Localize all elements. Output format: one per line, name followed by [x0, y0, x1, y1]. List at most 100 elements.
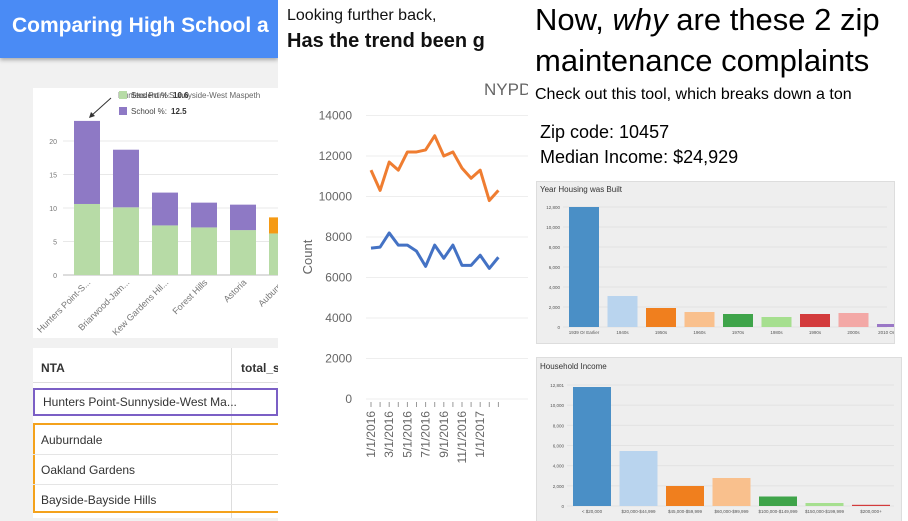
- bar: [646, 308, 676, 327]
- y-tick-label: 6,000: [549, 265, 561, 270]
- x-tick-label: 11/1/2016: [455, 411, 469, 464]
- x-tick-label: 1940s: [616, 330, 629, 335]
- y-tick-label: 5: [53, 240, 57, 247]
- subtext: Check out this tool, which breaks down a…: [535, 86, 852, 103]
- x-tick-label: 1980s: [770, 330, 783, 335]
- bar-segment: [230, 230, 256, 275]
- y-tick-label: 14000: [319, 109, 353, 123]
- x-tick-label: 2000s: [847, 330, 860, 335]
- y-axis-label: Count: [300, 239, 315, 274]
- heading-pre: Now,: [535, 2, 613, 37]
- table-header-row: NTA total_s: [33, 353, 278, 383]
- highlight-group: [33, 423, 278, 513]
- bar: [619, 451, 658, 506]
- x-tick-label: 1950s: [655, 330, 668, 335]
- legend-school-label: School %:: [131, 107, 167, 116]
- y-tick-label: 12,800: [546, 205, 560, 210]
- median-income-text: Median Income: $24,929: [540, 147, 739, 167]
- table-cell-nta: Bayside-Bayside Hills: [41, 493, 157, 507]
- y-tick-label: 0: [557, 325, 560, 330]
- panel-title: Has the trend been g: [287, 30, 485, 52]
- chart-title: Year Housing was Built: [540, 185, 622, 194]
- y-tick-label: 12000: [319, 149, 353, 163]
- y-tick-label: 0: [561, 504, 564, 509]
- y-tick-label: 4000: [325, 311, 352, 325]
- legend-student-label: Student %:: [131, 91, 170, 100]
- table-cell-nta: Hunters Point-Sunnyside-West Ma...: [43, 395, 237, 409]
- x-tick-label: 1960s: [693, 330, 706, 335]
- y-tick-label: 8,000: [549, 245, 561, 250]
- nypd-line-chart: NYPD Count 0 2000 4000 6000 8000 10000 12000 14…: [300, 80, 528, 464]
- bar: [838, 313, 869, 327]
- zip-code-text: Zip code: 10457: [540, 122, 670, 142]
- table-row[interactable]: Bayside-Bayside Hills: [33, 485, 278, 515]
- x-tick-label: 2010 Or Later: [878, 330, 894, 335]
- table-row[interactable]: Auburndale: [33, 425, 278, 455]
- heading-line1: Now, why are these 2 zip: [535, 2, 880, 38]
- bar: [666, 486, 704, 506]
- housing-year-chart: 12,800 10,000 8,000 6,000 4,000 2,000 0 1939 Or…: [546, 205, 894, 335]
- y-tick-label: 8,000: [553, 423, 565, 428]
- x-tick-label: $100,000-$149,999: [758, 509, 798, 514]
- y-tick-label: 15: [49, 173, 57, 180]
- heading-line2: maintenance complaints: [535, 43, 870, 78]
- bar: [723, 314, 753, 327]
- bar: [805, 503, 844, 506]
- x-tick-label: 7/1/2016: [419, 411, 433, 458]
- legend-swatch-student: [119, 91, 127, 99]
- bar-segment: [191, 202, 217, 228]
- bar: [761, 317, 792, 327]
- y-tick-label: 6,000: [553, 444, 565, 449]
- bar-segment: [269, 233, 278, 275]
- col-nta-header[interactable]: NTA: [41, 361, 65, 375]
- heading-emphasis: why: [612, 2, 668, 37]
- y-tick-label: 10,000: [546, 225, 560, 230]
- y-tick-label: 10: [49, 206, 57, 213]
- zip-code-panel: Now, why are these 2 zip maintenance com…: [528, 0, 908, 521]
- table-cell-nta: Auburndale: [41, 433, 103, 447]
- panel-header: Comparing High School a: [0, 0, 278, 58]
- x-tick-label: 1990s: [809, 330, 822, 335]
- x-tick-label: Forest Hills: [171, 277, 210, 316]
- x-tick-label: 1/1/2016: [364, 411, 378, 458]
- y-tick-label: 2,000: [549, 305, 561, 310]
- x-tick-label: $150,000-$199,999: [805, 509, 845, 514]
- series-line: [370, 231, 500, 270]
- bar-segment: [74, 203, 100, 275]
- bar: [759, 496, 797, 506]
- household-income-chart: 12,801 10,000 8,000 6,000 4,000 2,000 0 < $20,0…: [550, 383, 894, 514]
- table-row[interactable]: Hunters Point-Sunnyside-West Ma...: [33, 388, 278, 416]
- x-tick-label: < $20,000: [582, 509, 603, 514]
- table-cell-nta: Oakland Gardens: [41, 463, 136, 477]
- chart-title: Household Income: [540, 362, 607, 371]
- bar-segment: [230, 204, 256, 231]
- y-tick-label: 6000: [325, 271, 352, 285]
- y-tick-label: 0: [345, 392, 352, 406]
- col-total-header[interactable]: total_s: [241, 361, 278, 375]
- nta-table-card: [33, 348, 278, 518]
- tooltip-arrow: [90, 97, 112, 117]
- bar-segment: [269, 217, 278, 234]
- x-tick-label: Astoria: [222, 277, 249, 304]
- x-tick-label: 5/1/2016: [400, 411, 414, 458]
- bar-segment: [191, 227, 217, 275]
- high-school-panel: Comparing High School a 0 5 10 15 20 Hunters…: [0, 0, 278, 521]
- y-tick-label: 8000: [325, 230, 352, 244]
- bar-segment: [152, 225, 178, 275]
- household-income-card: Household Income 12,801 10,000 8,000 6,000 4…: [536, 357, 902, 521]
- bar-segment: [113, 207, 139, 275]
- y-tick-label: 10000: [319, 190, 353, 204]
- legend-student-value: 10.6: [173, 91, 189, 100]
- panel-subtitle: Looking further back,: [287, 7, 437, 24]
- y-tick-label: 12,801: [550, 383, 564, 388]
- chart-title: NYPD: [484, 80, 528, 99]
- legend-school-value: 12.5: [171, 107, 187, 116]
- x-tick-label: 3/1/2016: [382, 411, 396, 458]
- x-tick-label: 1939 Or Earlier: [569, 330, 600, 335]
- y-tick-label: 10,000: [550, 403, 564, 408]
- table-row[interactable]: Oakland Gardens: [33, 455, 278, 485]
- bar: [852, 504, 890, 506]
- bar: [800, 314, 830, 327]
- y-tick-label: 2000: [325, 352, 352, 366]
